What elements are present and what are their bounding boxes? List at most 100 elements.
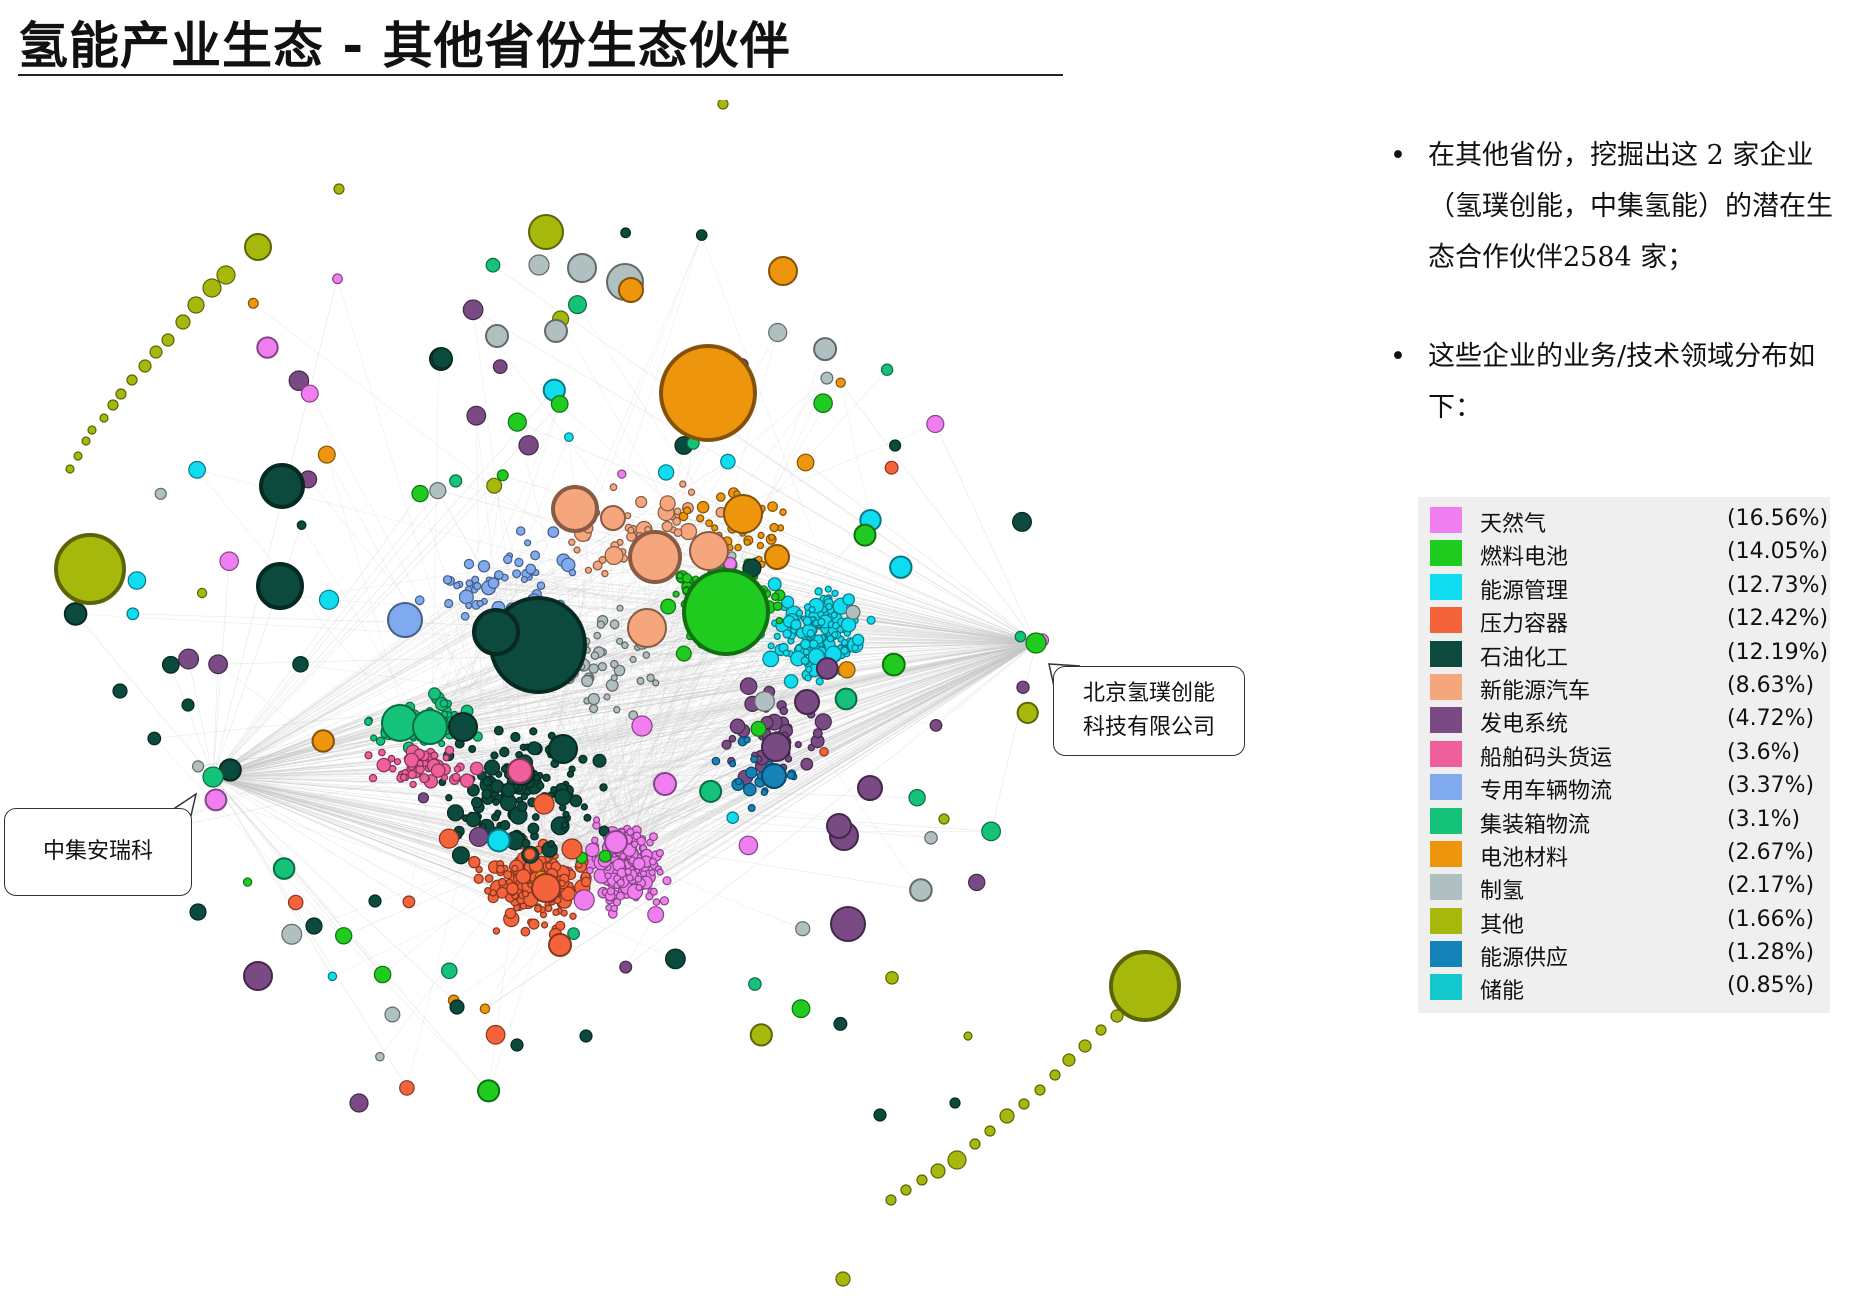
- legend-item: 天然气 (16.56%): [1418, 504, 1830, 537]
- network-node: [466, 405, 487, 426]
- network-node: [428, 687, 442, 701]
- network-edge: [212, 726, 738, 778]
- network-node-other-chain: [999, 1108, 1015, 1124]
- network-node: [625, 874, 634, 882]
- network-node-major: [761, 732, 791, 762]
- network-edge: [212, 480, 456, 778]
- network-node: [467, 783, 480, 797]
- network-node: [573, 546, 581, 554]
- network-edge: [212, 776, 454, 1001]
- network-node-major: [387, 602, 423, 638]
- network-node: [560, 557, 576, 573]
- network-node: [529, 727, 538, 736]
- network-node-petrochem: [579, 1029, 593, 1043]
- network-node: [446, 804, 465, 822]
- network-edge: [566, 642, 1037, 819]
- network-node: [679, 522, 698, 541]
- network-node: [567, 927, 580, 940]
- network-node: [550, 785, 558, 794]
- network-edge: [444, 605, 470, 770]
- network-edge: [763, 589, 1037, 644]
- network-node: [477, 560, 491, 573]
- network-node: [866, 615, 876, 625]
- network-node: [296, 520, 307, 531]
- legend-percentage: (16.56%): [1727, 506, 1829, 531]
- network-node: [63, 602, 88, 626]
- network-edge: [300, 664, 738, 727]
- network-edge: [606, 642, 1037, 883]
- network-edge: [621, 642, 1037, 840]
- network-node: [533, 774, 541, 782]
- network-node: [800, 638, 811, 650]
- network-node: [588, 703, 599, 714]
- network-node: [444, 745, 455, 756]
- network-edge: [403, 642, 1037, 778]
- network-node: [496, 469, 509, 482]
- network-node: [542, 773, 551, 783]
- network-node: [147, 731, 162, 746]
- network-node: [601, 569, 609, 578]
- network-edge: [424, 642, 1037, 742]
- legend-item: 石油化工 (12.19%): [1418, 638, 1830, 671]
- network-node-petrochem: [259, 463, 305, 509]
- network-node: [729, 718, 746, 735]
- network-edge: [212, 776, 515, 841]
- network-node-major: [533, 793, 555, 815]
- network-node: [621, 641, 629, 650]
- network-edge: [212, 776, 628, 865]
- network-node: [592, 560, 603, 571]
- legend-percentage: (2.17%): [1727, 873, 1815, 899]
- network-edge: [434, 642, 1037, 756]
- network-node: [495, 770, 503, 778]
- network-node: [498, 877, 507, 887]
- legend-swatch: [1430, 874, 1462, 901]
- network-node-other-chain: [969, 1138, 981, 1150]
- network-node: [499, 819, 511, 831]
- legend-swatch: [1430, 840, 1462, 867]
- network-edge: [212, 768, 410, 778]
- network-node: [705, 519, 713, 528]
- network-node: [593, 631, 602, 640]
- network-node: [750, 755, 758, 764]
- network-node: [728, 734, 737, 743]
- network-edge: [533, 671, 841, 867]
- network-edge: [212, 776, 494, 898]
- network-edge: [750, 521, 775, 585]
- network-node: [881, 652, 906, 677]
- network-edge: [840, 382, 871, 521]
- ecosystem-network-graph: [54, 100, 1181, 1287]
- network-node: [368, 773, 378, 783]
- network-node: [521, 890, 530, 898]
- legend-swatch: [1430, 540, 1462, 567]
- network-edge: [673, 529, 1037, 644]
- network-edge: [571, 234, 702, 543]
- network-node: [568, 568, 577, 577]
- network-node: [485, 1024, 506, 1045]
- network-edge: [212, 776, 537, 863]
- network-node: [445, 794, 453, 802]
- network-edge: [701, 234, 856, 648]
- network-node-major: [764, 544, 790, 570]
- network-edge: [197, 469, 605, 574]
- network-node: [773, 632, 781, 641]
- network-edge: [935, 423, 1037, 644]
- network-node-other-chain: [126, 374, 138, 386]
- network-node: [884, 460, 899, 475]
- network-node: [440, 962, 458, 980]
- network-node: [404, 752, 420, 768]
- network-node: [161, 655, 180, 674]
- network-edge: [576, 234, 702, 551]
- network-node: [292, 655, 309, 673]
- network-node: [453, 765, 461, 773]
- network-node: [819, 746, 829, 757]
- network-edge: [515, 642, 1037, 774]
- network-edge: [212, 776, 556, 929]
- network-node: [506, 882, 519, 896]
- network-edge: [618, 728, 759, 854]
- network-edge: [212, 631, 836, 778]
- network-edge: [212, 527, 629, 778]
- network-edge: [419, 642, 1037, 739]
- network-node: [288, 370, 310, 391]
- network-edge: [212, 278, 338, 778]
- network-edge: [212, 776, 499, 889]
